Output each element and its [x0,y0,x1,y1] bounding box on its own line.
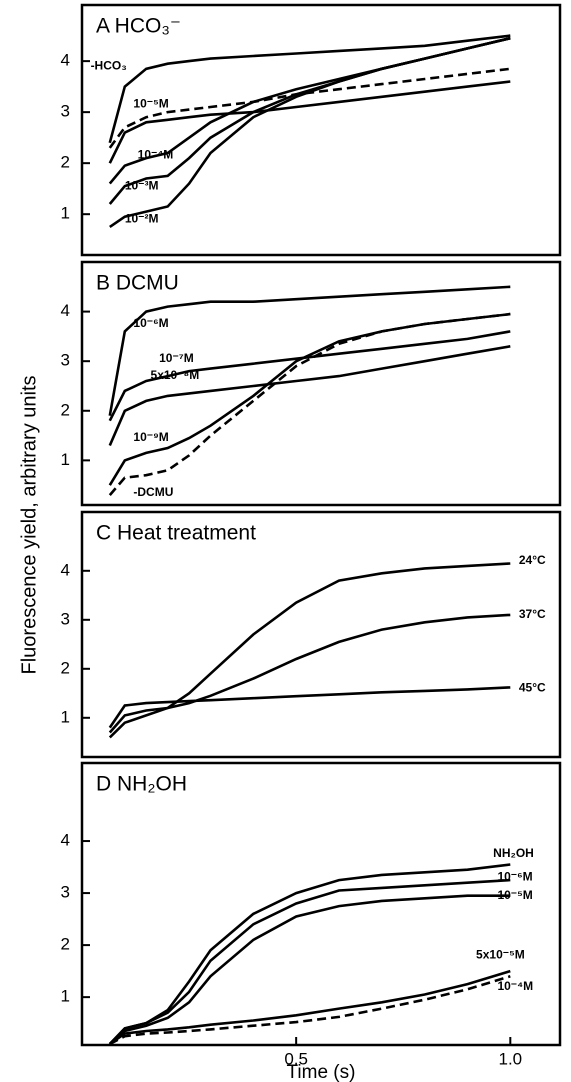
series-label: 10⁻⁷M [159,351,194,365]
series-line [108,345,511,447]
series-label: 37°C [519,607,546,621]
y-tick-label: 3 [61,351,70,370]
y-tick-label: 3 [61,609,70,628]
series-line [108,34,511,144]
plot-frame [80,260,562,507]
series-label: 10⁻⁶M [133,316,168,330]
series-label: 10⁻⁵M [497,888,532,902]
series-label: NH₂OH [493,846,534,860]
y-tick-label: 2 [61,935,70,954]
series-line [108,878,511,1045]
x-tick-label: 0.5 [284,1049,308,1068]
y-tick-label: 2 [61,658,70,677]
series-label: 24°C [519,553,546,567]
series-label: 45°C [519,681,546,695]
series-line [108,67,511,149]
series-line [108,562,511,739]
series-line [108,285,511,416]
panel-title: B DCMU [96,272,179,295]
y-tick-label: 1 [61,450,70,469]
y-axis-label: Fluorescence yield, arbitrary units [18,375,40,674]
series-label: 10⁻⁶M [497,870,532,884]
y-tick-label: 1 [61,707,70,726]
series-line [109,36,511,228]
series-label: 10⁻⁵M [133,97,168,111]
series-label: 10⁻⁴M [497,979,533,993]
series-line [108,330,511,422]
series-label: 10⁻⁴M [138,148,174,162]
y-tick-label: 3 [61,883,70,902]
y-tick-label: 2 [61,153,70,172]
series-label: 10⁻³M [125,178,159,192]
series-label: -DCMU [133,485,173,499]
panel-title: C Heat treatment [96,522,256,545]
series-line [108,312,511,496]
panel-title: D NH₂OH [96,773,187,796]
y-tick-label: 4 [61,831,70,850]
y-tick-label: 1 [61,204,70,223]
series-line [108,894,511,1045]
series-line [108,686,511,729]
plot-frame [80,761,562,1047]
series-label: 5x10⁻⁸M [151,368,200,382]
y-tick-label: 3 [61,102,70,121]
series-line [108,613,511,734]
y-tick-label: 2 [61,400,70,419]
series-label: 5x10⁻⁵M [476,948,525,962]
x-axis-label: Time (s) [287,1062,356,1082]
panel-title: A HCO₃⁻ [96,15,181,38]
series-label: 10⁻⁹M [133,430,168,444]
series-line [109,975,511,1046]
series-label: -HCO₃ [91,58,127,72]
y-tick-label: 4 [61,51,70,70]
plot-frame [80,510,562,759]
plot-frame [80,3,562,257]
series-line [109,969,511,1046]
y-tick-label: 4 [61,560,70,579]
x-tick-label: 1.0 [498,1049,522,1068]
y-tick-label: 1 [61,987,70,1006]
y-tick-label: 4 [61,301,70,320]
series-label: 10⁻²M [125,211,159,225]
